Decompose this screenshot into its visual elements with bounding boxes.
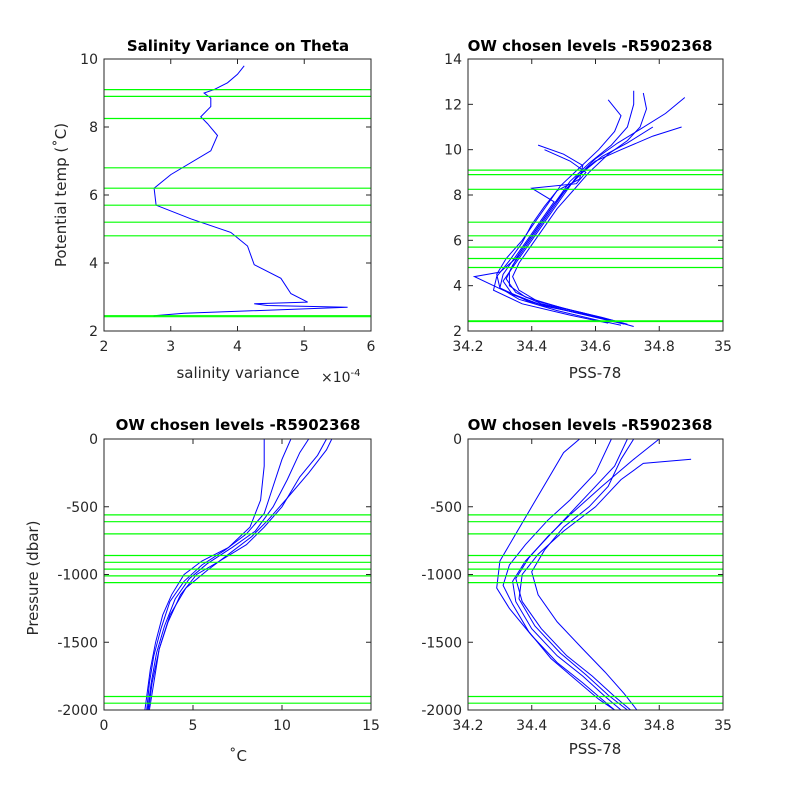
y-axis-label: Potential temp (˚C) [52, 123, 70, 267]
plot-area [104, 439, 371, 710]
plot-area [104, 65, 371, 318]
axes-frame [103, 58, 372, 332]
x-tick-label: 15 [362, 718, 380, 734]
profile-line-3 [518, 458, 692, 710]
y-tick-labels: 2 4 6 8 10 [80, 52, 371, 340]
x-tick-labels: 2 3 4 5 6 [100, 59, 376, 355]
x-tick-label: 34.4 [516, 718, 547, 734]
y-tick-label: -500 [430, 500, 462, 516]
panel-title: OW chosen levels -R5902368 [468, 37, 713, 55]
y-tick-label: -1500 [421, 635, 462, 651]
x-tick-label: 3 [166, 339, 175, 355]
y-tick-label: 4 [453, 279, 462, 295]
profile-line-1 [515, 439, 660, 710]
x-tick-label: 35 [714, 339, 732, 355]
x-tick-label: 35 [714, 718, 732, 734]
profile-line-3 [505, 97, 686, 323]
x-axis-exponent: ×10-4 [321, 368, 361, 386]
y-tick-label: 10 [444, 143, 462, 159]
y-tick-label: -2000 [421, 703, 462, 719]
x-axis-label: ˚C [229, 747, 247, 765]
x-tick-label: 34.2 [452, 339, 483, 355]
y-tick-label: 4 [89, 256, 98, 272]
profile-line-2 [146, 439, 292, 710]
y-axis-label: Pressure (dbar) [24, 521, 42, 636]
profile-line-4 [492, 144, 609, 324]
y-tick-label: -1500 [57, 635, 98, 651]
profile-line-5 [531, 439, 638, 710]
y-tick-label: -1000 [57, 568, 98, 584]
x-tick-labels: 34.2 34.4 34.6 34.8 35 [452, 59, 732, 355]
x-tick-label: 4 [233, 339, 242, 355]
panel-theta-salinity: OW chosen levels -R5902368 34.2 34.4 34.6 3… [444, 37, 732, 382]
plot-area [468, 90, 723, 327]
y-tick-label: 6 [453, 233, 462, 249]
x-tick-label: 10 [273, 718, 291, 734]
x-tick-label: 34.8 [644, 339, 675, 355]
y-tick-labels: -2000 -1500 -1000 -500 0 [57, 432, 371, 719]
y-tick-label: 8 [453, 188, 462, 204]
axes-frame [467, 58, 724, 332]
profile-line-3 [147, 439, 310, 710]
profile-line-4 [502, 439, 615, 710]
y-tick-labels: -2000 -1500 -1000 -500 0 [421, 432, 723, 719]
x-axis-label: salinity variance [176, 364, 299, 382]
panel-temperature-pressure: OW chosen levels -R5902368 0 5 10 15 -2000-… [24, 416, 380, 765]
panel-title: OW chosen levels -R5902368 [468, 416, 713, 434]
x-tick-label: 34.8 [644, 718, 675, 734]
y-tick-label: -2000 [57, 703, 98, 719]
y-tick-label: 0 [453, 432, 462, 448]
x-tick-labels: 0 5 10 15 [100, 439, 380, 734]
x-tick-label: 5 [300, 339, 309, 355]
x-tick-label: 34.4 [516, 339, 547, 355]
x-tick-label: 34.6 [580, 339, 611, 355]
profile-line-4 [148, 439, 333, 710]
y-tick-label: 0 [89, 432, 98, 448]
x-tick-label: 0 [100, 718, 109, 734]
panel-title: OW chosen levels -R5902368 [116, 416, 361, 434]
y-tick-label: 14 [444, 52, 462, 68]
x-tick-label: 2 [100, 339, 109, 355]
x-axis-label: PSS-78 [569, 364, 622, 382]
panel-title: Salinity Variance on Theta [127, 37, 349, 55]
y-tick-label: 10 [80, 52, 98, 68]
plot-area [468, 439, 723, 710]
axes-frame [103, 438, 372, 711]
y-tick-label: 12 [444, 97, 462, 113]
profile-line-7 [512, 92, 648, 327]
profile-line-0 [153, 65, 348, 317]
profile-line-0 [512, 439, 628, 710]
y-tick-label: 2 [453, 324, 462, 340]
profile-line-1 [148, 439, 327, 710]
profile-line-2 [496, 439, 615, 710]
y-tick-labels: 2 4 6 8 10 12 14 [444, 52, 723, 340]
x-tick-label: 34.6 [580, 718, 611, 734]
y-tick-label: 8 [89, 120, 98, 136]
x-tick-labels: 34.2 34.4 34.6 34.8 35 [452, 439, 732, 734]
y-tick-label: -1000 [421, 568, 462, 584]
y-tick-label: -500 [66, 500, 98, 516]
x-tick-label: 5 [189, 718, 198, 734]
panel-salinity-pressure: OW chosen levels -R5902368 34.2 34.4 34.6 3… [421, 416, 732, 758]
y-tick-label: 6 [89, 188, 98, 204]
x-axis-label: PSS-78 [569, 740, 622, 758]
profile-line-0 [144, 439, 265, 710]
x-tick-label: 6 [367, 339, 376, 355]
y-tick-label: 2 [89, 324, 98, 340]
x-tick-label: 34.2 [452, 718, 483, 734]
profile-line-6 [472, 126, 654, 325]
profile-line-0 [508, 90, 635, 325]
